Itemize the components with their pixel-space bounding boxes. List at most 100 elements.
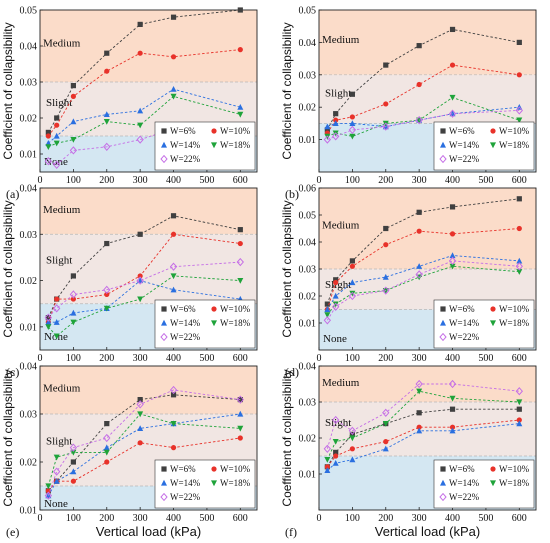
legend-marker xyxy=(490,142,496,149)
legend-entry: W=18% xyxy=(220,318,251,328)
legend-entry: W=14% xyxy=(170,318,201,328)
data-point-w10 xyxy=(137,440,143,446)
x-tick-label: 0 xyxy=(38,353,43,364)
data-point-w22 xyxy=(515,387,523,396)
y-tick-label: 0.01 xyxy=(20,150,38,161)
data-point-w22 xyxy=(44,491,53,500)
data-point-w18 xyxy=(45,324,52,331)
data-point-w18 xyxy=(70,449,77,456)
data-point-w10 xyxy=(170,445,177,451)
legend-marker xyxy=(211,466,217,472)
y-axis-label: Coefficient of collapsibility xyxy=(280,200,294,337)
legend-entry: W=6% xyxy=(170,464,196,474)
data-point-w14 xyxy=(516,420,523,427)
data-point-w10 xyxy=(516,417,522,423)
y-tick-label: 0.03 xyxy=(20,230,38,241)
legend-box xyxy=(154,459,256,509)
legend-marker xyxy=(161,479,167,486)
data-point-w10 xyxy=(516,225,522,232)
data-point-w14 xyxy=(70,309,77,316)
data-point-w6 xyxy=(237,227,243,233)
data-point-w10 xyxy=(237,240,243,247)
data-point-w14 xyxy=(349,120,356,126)
plot-frame xyxy=(39,187,258,351)
x-tick-label: 500 xyxy=(199,513,214,524)
y-tick-label: 0.03 xyxy=(299,265,317,276)
x-tick-label: 300 xyxy=(133,513,148,524)
data-point-w14 xyxy=(237,104,244,110)
data-point-w22 xyxy=(53,304,61,313)
data-point-w10 xyxy=(54,122,60,128)
legend-entry: W=22% xyxy=(449,332,480,342)
legend-marker xyxy=(211,142,217,149)
data-point-w18 xyxy=(103,449,110,456)
data-point-w22 xyxy=(415,270,423,279)
data-point-w22 xyxy=(103,285,111,294)
data-point-w6 xyxy=(170,392,177,398)
x-tick-label: 600 xyxy=(233,353,248,364)
data-point-w18 xyxy=(170,93,177,100)
zone-label-slight: Slight xyxy=(325,88,351,100)
data-point-w18 xyxy=(416,388,423,395)
y-axis-label: Coefficient of collapsibility xyxy=(1,22,15,159)
legend-entry: W=18% xyxy=(499,318,530,328)
data-point-w18 xyxy=(516,399,523,406)
data-point-w14 xyxy=(324,123,331,130)
data-point-w22 xyxy=(332,415,340,425)
x-tick-label: 200 xyxy=(99,175,114,186)
data-point-w22 xyxy=(136,400,144,409)
legend-marker xyxy=(161,319,167,326)
data-point-w10 xyxy=(383,101,389,107)
data-point-w14 xyxy=(170,86,177,92)
zone-label-medium: Medium xyxy=(43,37,81,49)
data-point-w14 xyxy=(137,107,144,114)
data-point-w6 xyxy=(137,21,143,27)
y-tick-label: 0.06 xyxy=(299,184,317,195)
panel-label: (c) xyxy=(6,365,19,379)
legend-marker xyxy=(490,480,496,487)
data-point-w22 xyxy=(448,256,457,266)
data-point-w22 xyxy=(69,290,78,299)
data-point-w6 xyxy=(349,91,355,97)
data-point-w6 xyxy=(516,406,522,412)
data-point-w14 xyxy=(349,456,356,463)
data-point-w6 xyxy=(383,225,389,232)
data-point-w10 xyxy=(449,231,456,237)
data-point-w6 xyxy=(416,43,422,49)
x-tick-label: 0 xyxy=(317,175,322,186)
legend-marker xyxy=(490,320,496,327)
data-point-w6 xyxy=(137,397,143,403)
data-point-w22 xyxy=(323,135,332,144)
legend-entry: W=14% xyxy=(449,318,480,328)
y-tick-label: 0.01 xyxy=(299,319,317,330)
data-point-w22 xyxy=(236,395,244,404)
data-point-w22 xyxy=(53,467,61,476)
data-point-w18 xyxy=(324,312,331,319)
y-tick-label: 0.02 xyxy=(20,114,38,125)
x-tick-label: 200 xyxy=(378,175,393,186)
data-point-w18 xyxy=(103,119,110,125)
data-point-w6 xyxy=(449,204,456,210)
data-point-w6 xyxy=(324,127,330,133)
y-tick-label: 0.03 xyxy=(20,410,38,421)
zone-band-slight xyxy=(319,402,536,456)
y-tick-label: 0.02 xyxy=(299,103,317,114)
data-point-w18 xyxy=(53,140,60,147)
legend-marker xyxy=(490,466,496,472)
data-point-w6 xyxy=(137,231,143,237)
data-point-w14 xyxy=(349,279,356,286)
x-tick-label: 300 xyxy=(133,175,148,186)
x-tick-label: 0 xyxy=(317,353,322,364)
legend: W=6% W=10% W=14% W=18% W=22% xyxy=(154,121,256,171)
data-point-w6 xyxy=(237,397,243,403)
data-point-w14 xyxy=(137,425,144,431)
legend-marker xyxy=(439,492,447,502)
y-axis-label: Coefficient of collapsibility xyxy=(1,200,15,337)
data-point-w22 xyxy=(69,146,78,155)
data-point-w6 xyxy=(104,50,110,56)
data-point-w22 xyxy=(44,313,53,322)
zone-label-medium: Medium xyxy=(43,383,81,395)
legend-marker xyxy=(490,306,496,312)
x-tick-label: 600 xyxy=(512,513,527,524)
data-point-w18 xyxy=(237,425,244,432)
